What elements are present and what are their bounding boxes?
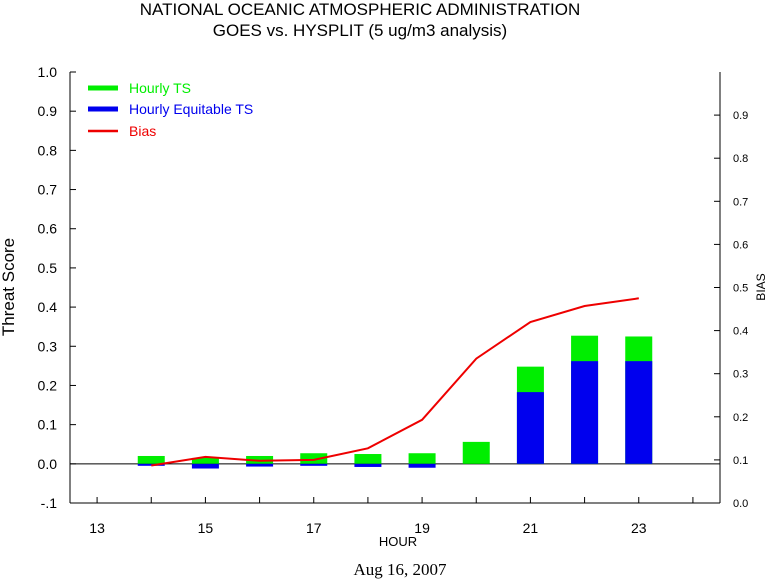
y-tick-label: 0.4 (38, 299, 58, 315)
x-tick-label: 21 (523, 520, 539, 536)
chart-subtitle: GOES vs. HYSPLIT (5 ug/m3 analysis) (212, 21, 508, 40)
ets-bar (191, 463, 219, 469)
ts-bar (354, 454, 382, 464)
y-tick-label: 0.6 (38, 221, 58, 237)
ets-bar (246, 463, 274, 467)
bias-line (151, 297, 639, 467)
bias-polyline (151, 297, 639, 467)
y-tick-label: -.1 (41, 495, 58, 511)
y-tick-label: 0.7 (38, 182, 58, 198)
x-tick-label: 19 (414, 520, 430, 536)
y-tick-label: 0.1 (38, 417, 58, 433)
y2-axis-label: BIAS (754, 273, 767, 300)
chart-title: NATIONAL OCEANIC ATMOSPHERIC ADMINISTRAT… (139, 0, 581, 19)
x-tick-label: 15 (198, 520, 214, 536)
ts-bar (300, 453, 328, 464)
y2-tick-label: 0.0 (733, 498, 748, 510)
x-axis-label: HOUR (379, 534, 417, 549)
y-tick-label: 0.0 (38, 456, 58, 472)
y2-tick-label: 0.9 (733, 110, 748, 122)
legend-label: Hourly TS (129, 80, 191, 96)
y-tick-label: 0.9 (38, 103, 58, 119)
legend: Hourly TS Hourly Equitable TS Bias (88, 80, 253, 139)
x-tick-label: 13 (89, 520, 105, 536)
ts-bar (408, 453, 436, 464)
ets-bar (408, 463, 436, 468)
y-axis-label: Threat Score (0, 238, 18, 336)
y-tick-label: 0.5 (38, 260, 58, 276)
y-tick-label: 0.8 (38, 142, 58, 158)
ts-bar (462, 441, 490, 464)
y-tick-label: 1.0 (38, 64, 58, 80)
date-label: Aug 16, 2007 (353, 560, 447, 579)
ets-bar (516, 392, 544, 464)
y2-tick-label: 0.2 (733, 412, 748, 424)
y-tick-label: 0.3 (38, 338, 58, 354)
y2-tick-label: 0.1 (733, 455, 748, 467)
x-tick-label: 17 (306, 520, 322, 536)
y-tick-label: 0.2 (38, 377, 58, 393)
y2-tick-label: 0.6 (733, 239, 748, 251)
y2-tick-label: 0.8 (733, 153, 748, 165)
legend-label: Bias (129, 123, 156, 139)
y2-tick-label: 0.7 (733, 196, 748, 208)
y2-tick-label: 0.3 (733, 369, 748, 381)
ts-bar (137, 455, 165, 464)
ets-bar (354, 463, 382, 467)
ts-bar (191, 457, 219, 464)
legend-label: Hourly Equitable TS (129, 101, 253, 117)
x-tick-label: 23 (631, 520, 647, 536)
ets-bar (625, 361, 653, 464)
ets-bar (571, 361, 599, 464)
ets-bar (300, 463, 328, 466)
axes: -.1 0.0 0.1 0.2 0.3 0.4 0.5 0.6 0.7 0.8 0.9 1.0 0.0 0… (0, 64, 767, 549)
y2-tick-label: 0.4 (733, 326, 748, 338)
bars (137, 335, 653, 469)
y2-tick-label: 0.5 (733, 283, 748, 295)
